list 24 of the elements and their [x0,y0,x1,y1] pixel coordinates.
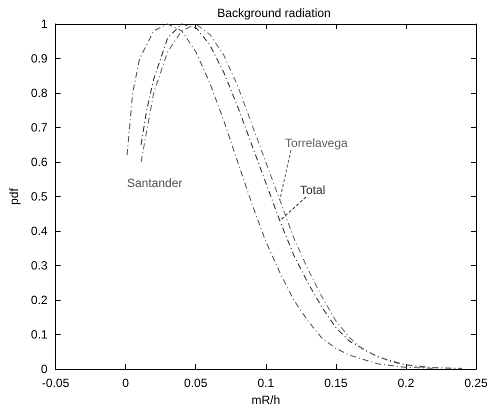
x-tick-label: 0.05 [184,376,208,390]
y-tick-label: 0.9 [30,52,48,66]
y-tick-label: 0.2 [30,293,48,308]
x-tick-label: -0.05 [42,376,70,390]
y-tick-label: 0.4 [30,224,48,238]
y-tick-label: 0.1 [30,328,48,342]
chart-title: Background radiation [217,6,331,20]
y-axis-title: pdf [7,188,21,205]
x-tick-label: 0.15 [324,376,348,390]
y-tick-label: 1 [40,17,48,31]
text: Total [300,183,326,197]
y-tick-label: 0.6 [30,155,48,170]
x-tick-label: 0.2 [398,376,415,390]
series-label: Torrelavega [285,136,348,150]
y-tick-label: 0.3 [30,258,48,273]
y-tick-label: 0.8 [30,86,48,100]
x-axis-title: mR/h [251,393,280,407]
y-tick-label: 0.7 [30,120,48,135]
series-label: Santander [127,176,182,190]
y-tick-label: 0 [40,362,48,376]
x-tick-label: 0.25 [464,376,488,390]
x-tick-label: 0 [122,376,130,390]
x-tick-label: 0.1 [257,376,274,390]
y-tick-label: 0.5 [30,190,48,204]
